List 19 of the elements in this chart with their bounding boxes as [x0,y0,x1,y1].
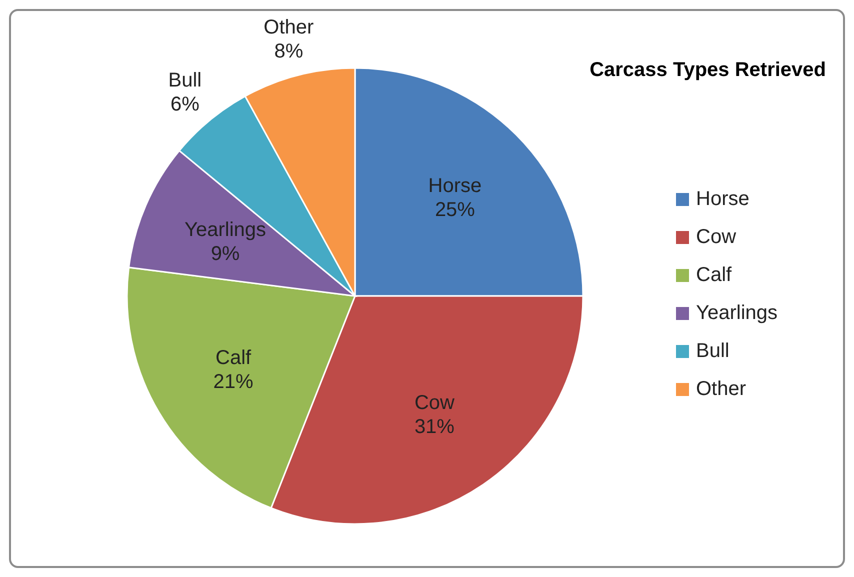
text: Carcass Types Retrieved [590,59,826,81]
legend-label: Calf [696,264,732,286]
data-label: 31% [414,416,455,438]
data-label: 21% [213,370,254,393]
data-label: 8% [274,40,304,63]
legend-label: Cow [696,226,737,248]
legend-label: Bull [696,340,730,362]
slice-label: Horse [428,175,482,198]
legend-label: Yearlings [696,302,778,324]
slice-label: Calf [216,346,252,369]
legend-label: Other [696,378,746,400]
slice-label: Cow [414,392,456,414]
slice-label: Yearlings [184,218,266,241]
slice-label: Bull [168,69,202,92]
legend-label: Horse [696,188,750,210]
data-label: 25% [434,199,476,222]
slice-label: Other [264,16,314,39]
data-label: 6% [170,93,200,116]
data-label: 9% [210,242,240,265]
